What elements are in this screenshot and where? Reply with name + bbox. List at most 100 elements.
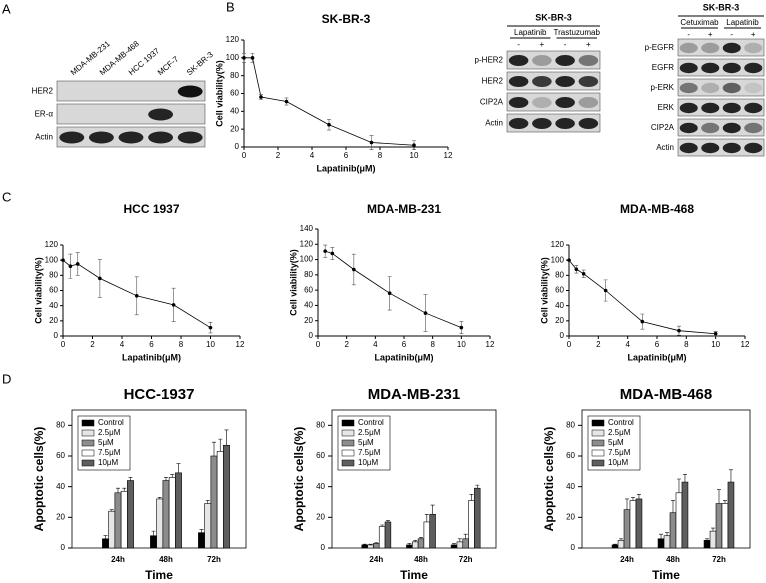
x-tick-label: 8 — [179, 340, 184, 349]
data-point — [259, 95, 263, 99]
x-tick-label: 8 — [684, 340, 689, 349]
blot-group: Trastuzumab — [554, 28, 601, 37]
blot-band — [578, 97, 599, 108]
x-tick-label: 12 — [236, 340, 245, 349]
legend-swatch — [81, 419, 95, 427]
y-tick-label: 40 — [49, 301, 58, 310]
y-tick-label: 60 — [230, 89, 239, 98]
bar — [617, 540, 625, 549]
y-tick-label: 120 — [226, 35, 240, 44]
blot-row-label: ERK — [658, 103, 675, 112]
legend-swatch — [341, 439, 355, 447]
data-point — [171, 303, 176, 307]
data-line — [325, 250, 462, 328]
data-point — [412, 143, 416, 148]
bar — [703, 540, 711, 549]
data-point — [352, 267, 356, 272]
blot-band — [532, 76, 552, 87]
x-tick-label: 6 — [149, 340, 154, 349]
legend-swatch — [341, 419, 355, 427]
error-bar — [385, 520, 390, 522]
data-point — [284, 99, 289, 104]
legend-label: Control — [358, 418, 384, 427]
x-tick-label: 2 — [90, 340, 95, 349]
x-tick-label: 6 — [402, 340, 407, 349]
blot-band — [679, 142, 698, 154]
error-bar — [722, 500, 727, 504]
legend-label: 10μM — [608, 458, 629, 467]
y-tick-label: 60 — [316, 451, 325, 460]
blot-band — [722, 102, 741, 114]
x-tick-label: 24h — [620, 555, 634, 564]
error-bar — [717, 489, 721, 504]
legend-swatch — [591, 449, 605, 457]
data-point — [75, 262, 80, 266]
error-bar — [224, 429, 229, 446]
y-tick-label: 40 — [555, 301, 564, 310]
bar — [623, 509, 631, 549]
blot-band — [701, 102, 720, 114]
bar — [611, 544, 619, 549]
blot-band — [701, 122, 720, 134]
x-tick-label: 2 — [596, 340, 601, 349]
chart-title: MDA-MB-231 — [368, 386, 461, 403]
bar — [384, 521, 392, 549]
blot-band — [148, 108, 174, 121]
blot-row-label: Actin — [35, 133, 53, 142]
x-tick-label: 0 — [242, 151, 247, 160]
y-tick-label: 0 — [571, 543, 576, 552]
legend-swatch — [591, 439, 605, 447]
bar — [709, 530, 717, 549]
bar — [373, 543, 380, 549]
y-axis-label: Cell viability(%) — [539, 257, 549, 324]
legend-swatch — [341, 449, 355, 457]
blot-band — [679, 62, 698, 74]
error-bar — [128, 477, 133, 481]
error-bar — [116, 487, 120, 493]
bar — [423, 521, 431, 549]
y-tick-label: 60 — [555, 286, 564, 295]
x-axis-label: Lapatinib(μM) — [122, 352, 181, 362]
error-bar — [665, 532, 670, 536]
chart-title: MDA-MB-468 — [620, 386, 713, 403]
bar — [715, 503, 723, 549]
bar — [675, 492, 683, 549]
y-tick-label: 20 — [316, 512, 325, 521]
data-point — [61, 258, 65, 262]
panel-label: C — [2, 189, 11, 204]
data-point — [134, 294, 139, 298]
legend-swatch — [81, 449, 95, 457]
bar — [361, 544, 368, 549]
bar — [663, 535, 671, 549]
blot-band — [578, 76, 599, 87]
x-tick-label: 10 — [457, 340, 466, 349]
x-tick-label: 2 — [276, 151, 281, 160]
error-bar — [164, 477, 168, 481]
data-line — [244, 57, 415, 146]
legend-label: 7.5μM — [608, 448, 631, 457]
blot-band — [679, 122, 698, 134]
error-bar — [682, 474, 687, 483]
bar — [681, 481, 689, 549]
blot-band — [148, 131, 174, 144]
blot-sign: + — [540, 40, 545, 49]
error-bar — [212, 441, 216, 456]
y-tick-label: 0 — [61, 543, 66, 552]
x-tick-label: 48h — [666, 555, 680, 564]
error-bar — [151, 530, 156, 536]
blot-title: SK-BR-3 — [703, 2, 740, 12]
legend-label: 10μM — [358, 458, 379, 467]
blot-group: Cetuximab — [680, 18, 719, 27]
error-bar — [671, 500, 675, 513]
x-tick-label: 6 — [344, 151, 349, 160]
blot-strip — [677, 118, 765, 137]
x-tick-label: 0 — [316, 340, 321, 349]
bar — [198, 532, 205, 549]
bar — [429, 513, 436, 549]
data-point — [250, 56, 255, 60]
y-tick-label: 60 — [56, 451, 65, 460]
blot-band — [701, 142, 720, 154]
bar — [102, 538, 109, 549]
legend-swatch — [81, 439, 95, 447]
y-tick-label: 100 — [226, 53, 240, 62]
